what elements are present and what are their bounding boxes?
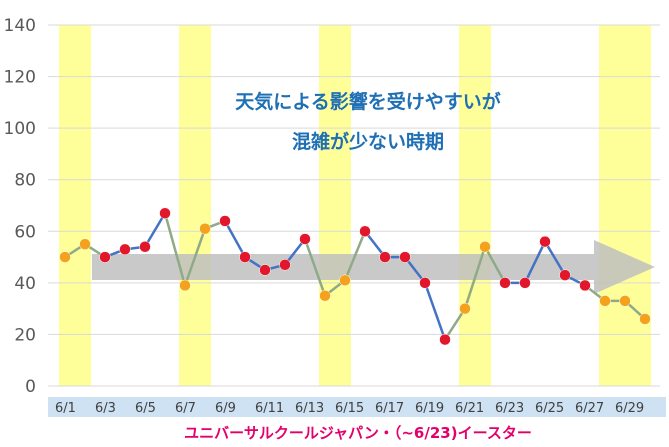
series-segment [443, 307, 467, 341]
series-segment [303, 238, 327, 297]
data-point-6-11 [259, 264, 271, 276]
data-point-6-10 [239, 251, 251, 263]
x-tick-label: 6/21 [455, 401, 484, 416]
x-tick-label: 6/25 [535, 401, 564, 416]
series-segment [523, 241, 547, 284]
data-point-6-29 [619, 295, 631, 307]
data-point-6-5 [139, 241, 151, 253]
data-point-6-12 [279, 259, 291, 271]
data-point-6-26 [559, 269, 571, 281]
series-segment [483, 246, 507, 284]
annotation-line-1: 天気による影響を受けやすいが [235, 90, 500, 113]
data-point-6-28 [599, 295, 611, 307]
x-tick-label: 6/19 [415, 401, 444, 416]
data-point-6-27 [579, 279, 591, 292]
weekend-band-3 [319, 25, 351, 386]
gridlines [48, 24, 660, 387]
weekend-band-5 [599, 25, 651, 386]
data-point-6-8 [199, 222, 211, 235]
data-point-6-30 [639, 313, 651, 325]
data-point-6-1 [59, 251, 71, 263]
data-point-6-21 [459, 302, 471, 315]
data-point-6-14 [319, 290, 331, 302]
annotation-line-2: 混雑が少ない時期 [292, 130, 444, 153]
data-point-6-15 [339, 274, 351, 287]
trend-arrow [92, 240, 655, 294]
series-points [59, 207, 651, 346]
data-point-6-3 [99, 251, 111, 263]
y-tick-label: 120 [4, 68, 36, 88]
data-point-6-13 [299, 233, 311, 245]
y-tick-label: 140 [4, 16, 36, 36]
y-axis-ticks: 0 20 40 60 80 100 120 140 [4, 16, 36, 397]
series-segment [223, 220, 247, 258]
x-tick-label: 6/29 [615, 401, 644, 416]
data-point-6-24 [519, 277, 531, 289]
x-axis-band [48, 397, 666, 417]
data-point-6-16 [359, 225, 371, 238]
data-point-6-25 [539, 235, 551, 248]
data-point-6-19 [419, 277, 431, 289]
x-tick-label: 6/13 [295, 401, 324, 416]
x-tick-label: 6/23 [495, 401, 524, 416]
data-point-6-9 [219, 215, 231, 227]
data-point-6-4 [119, 243, 131, 256]
series-segment [343, 230, 367, 281]
y-tick-label: 100 [4, 119, 36, 139]
weekend-bands [59, 25, 651, 386]
data-point-6-22 [479, 241, 491, 253]
y-tick-label: 40 [14, 274, 36, 294]
x-tick-label: 6/17 [375, 401, 404, 416]
y-tick-label: 80 [14, 171, 36, 191]
x-tick-label: 6/27 [575, 401, 604, 416]
data-point-6-18 [399, 251, 411, 263]
y-tick-label: 0 [25, 377, 36, 397]
series-segment [183, 228, 207, 286]
data-point-6-20 [439, 333, 451, 346]
series-segment [463, 246, 487, 310]
x-tick-label: 6/5 [135, 401, 156, 416]
data-point-6-7 [179, 279, 191, 292]
series-segment [543, 240, 567, 276]
x-axis-ticks: 6/1 6/3 6/5 6/7 6/9 6/11 6/13 6/15 6/17 6/19 6/21 6… [55, 401, 644, 416]
y-tick-label: 60 [14, 222, 36, 242]
data-point-6-17 [379, 251, 391, 263]
weekend-band-4 [459, 25, 491, 386]
data-point-6-2 [79, 238, 91, 250]
x-tick-label: 6/11 [255, 401, 284, 416]
chart-caption: ユニバーサルクールジャパン・（~6/23)イースター [184, 424, 532, 442]
series-segment [143, 212, 167, 248]
weekend-band-2 [179, 25, 211, 386]
series-segment [163, 212, 187, 286]
series-segment [423, 282, 447, 341]
data-point-6-23 [499, 277, 511, 289]
weekend-band-1 [59, 25, 91, 386]
data-point-6-6 [159, 207, 171, 219]
x-tick-label: 6/9 [215, 401, 236, 416]
x-tick-label: 6/1 [55, 401, 76, 416]
x-tick-label: 6/15 [335, 401, 364, 416]
x-tick-label: 6/3 [95, 401, 116, 416]
x-tick-label: 6/7 [175, 401, 196, 416]
y-tick-label: 20 [14, 325, 36, 345]
